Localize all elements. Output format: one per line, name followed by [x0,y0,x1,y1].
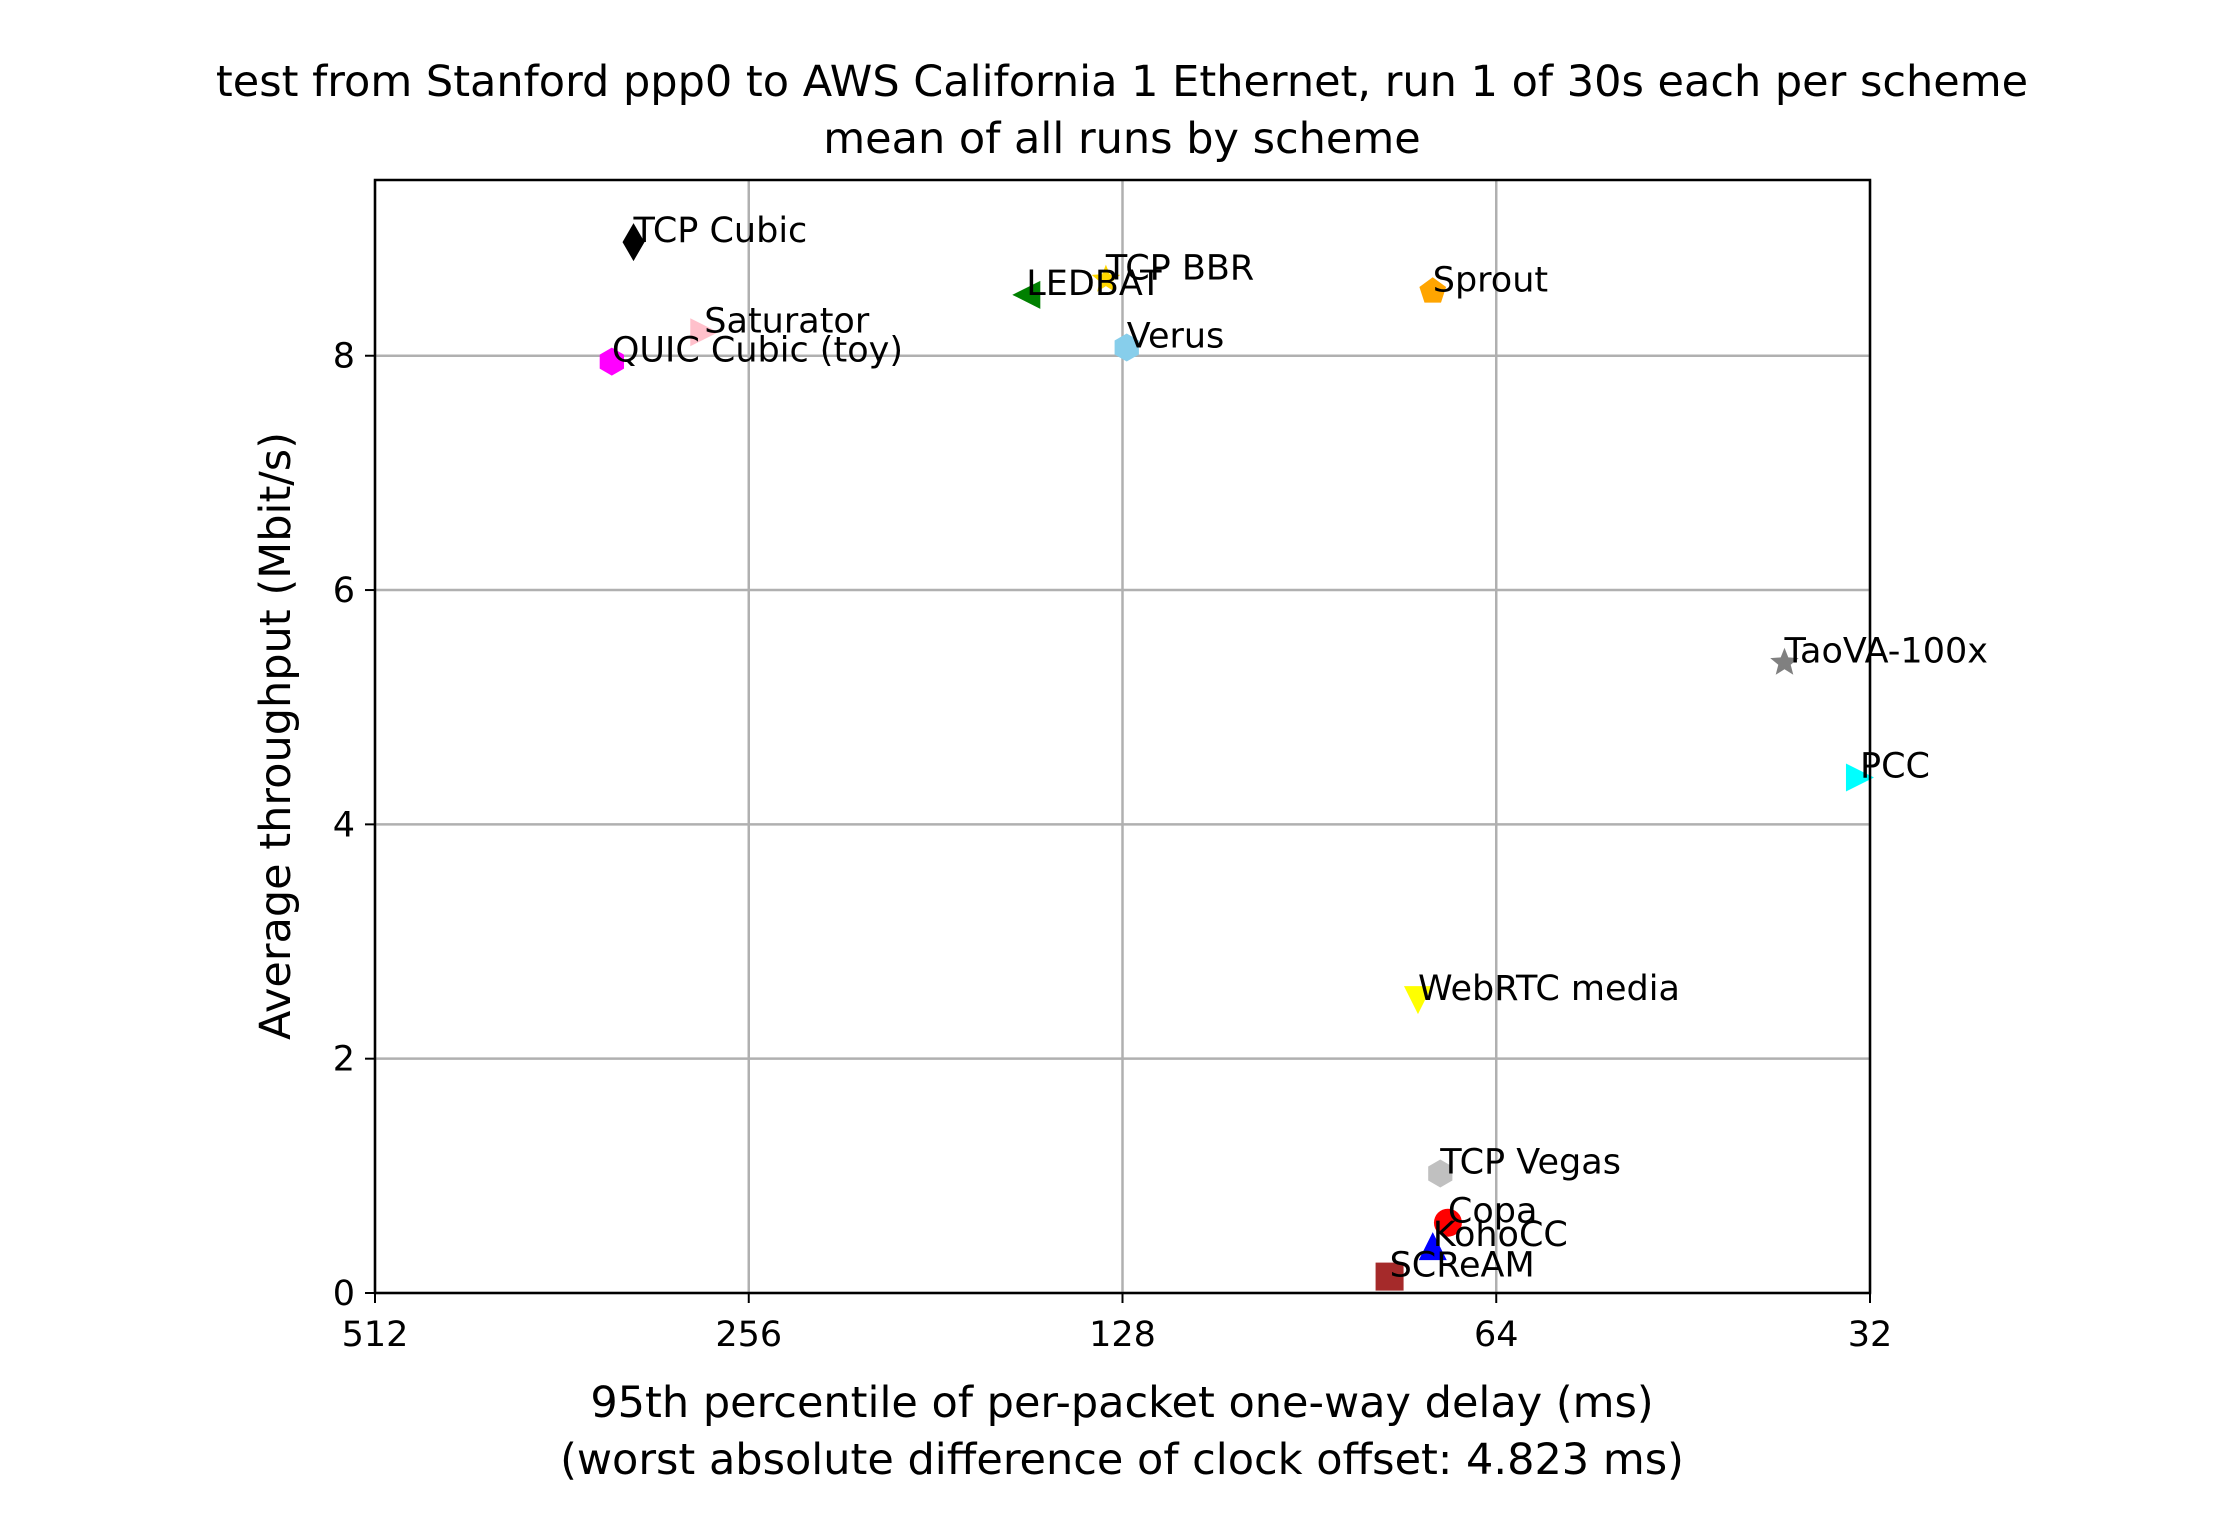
point-label: LEDBAT [1026,264,1162,304]
point-label: TaoVA-100x [1783,632,1987,672]
point-label: KohoCC [1433,1215,1568,1255]
data-point [1114,333,1139,362]
data-point [1418,1232,1447,1261]
data-point [690,318,719,347]
x-tick-label: 64 [1474,1315,1519,1355]
data-point [1845,763,1874,792]
x-tick-label: 256 [715,1315,782,1355]
chart-subtitle: mean of all runs by scheme [823,114,1420,164]
plot-frame [373,178,1872,1295]
data-point [1428,1159,1453,1188]
y-tick-label: 6 [333,571,355,611]
point-label: QUIC Cubic (toy) [612,331,903,371]
data-point [599,347,624,376]
point-label: Saturator [704,301,870,341]
data-point [1091,264,1121,292]
data-point [1375,1262,1404,1291]
data-point [1433,1208,1462,1237]
point-label: Verus [1127,317,1225,357]
point-label: Sprout [1433,260,1548,300]
data-point [1403,986,1432,1015]
point-label: TCP Cubic [633,211,808,251]
x-tick-label: 128 [1089,1315,1156,1355]
x-axis-label: 95th percentile of per-packet one-way de… [590,1378,1653,1428]
data-points [599,223,1874,1291]
y-tick-label: 0 [333,1274,355,1314]
point-label: Copa [1448,1192,1538,1232]
point-label: TCP Vegas [1439,1142,1621,1182]
y-tick-label: 2 [333,1040,355,1080]
chart-title: test from Stanford ppp0 to AWS Californi… [216,57,2028,107]
y-tick-label: 8 [333,337,355,377]
data-point [1770,647,1799,675]
data-point [622,223,645,262]
data-point [1419,277,1447,303]
axis-ticks: 512 256 128 64 32 0 2 4 6 8 [333,337,1893,1355]
y-axis-label: Average throughput (Mbit/s) [251,432,301,1040]
data-point [1012,280,1041,309]
point-label: PCC [1860,747,1930,787]
x-axis-note: (worst absolute difference of clock offs… [560,1435,1684,1485]
x-tick-label: 512 [342,1315,409,1355]
point-label: TCP BBR [1105,249,1254,289]
y-tick-label: 4 [333,805,355,845]
point-label: WebRTC media [1418,969,1680,1009]
point-label: SCReAM [1390,1246,1535,1286]
x-tick-label: 32 [1848,1315,1893,1355]
